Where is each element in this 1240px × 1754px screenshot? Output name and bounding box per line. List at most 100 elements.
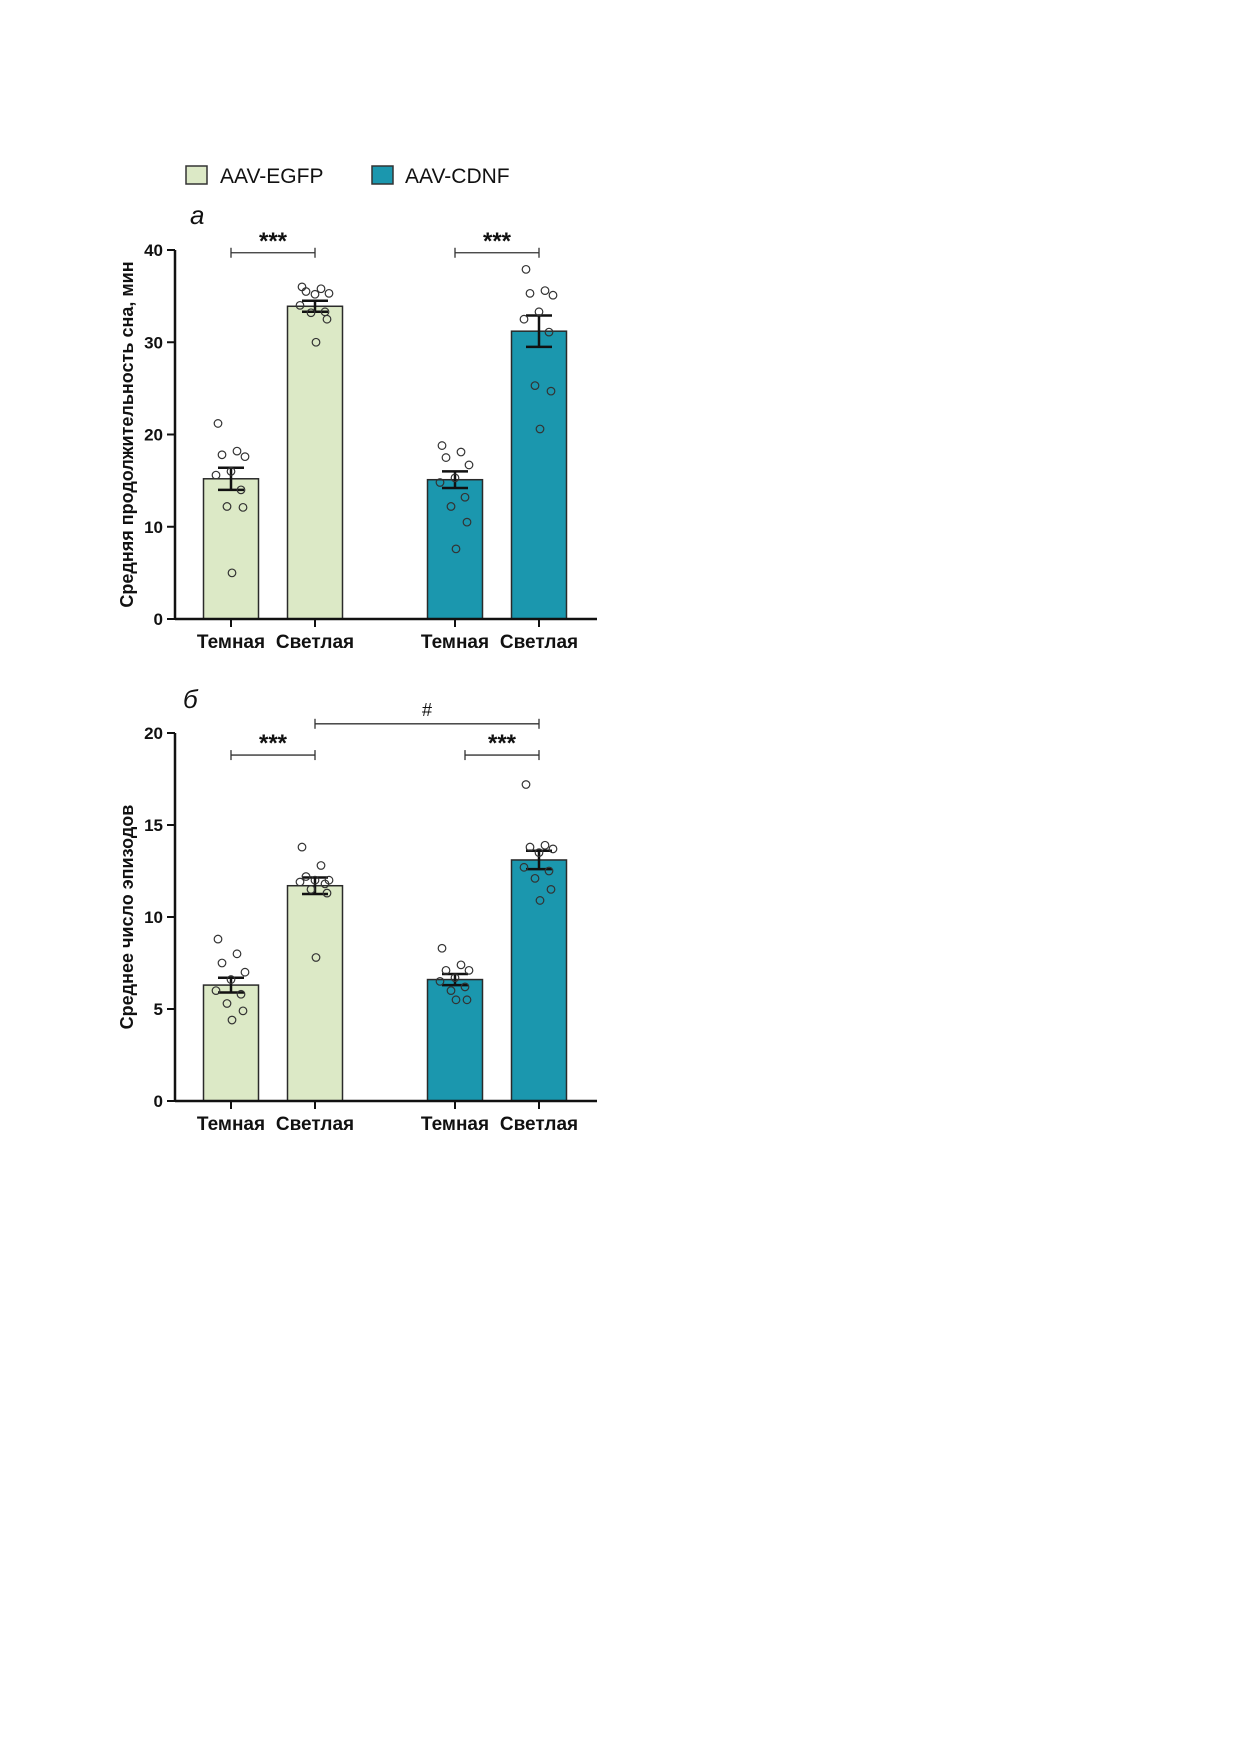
data-point	[322, 888, 332, 898]
data-point	[437, 441, 447, 450]
data-point	[435, 478, 445, 487]
y-tick-label: 0	[154, 1092, 163, 1111]
data-point	[534, 848, 544, 857]
category-label: Светлая	[500, 1114, 578, 1135]
panel-a: а Средняя продолжительность сна, мин Темна…	[117, 200, 597, 653]
data-point	[519, 314, 529, 324]
legend-label-egfp: AAV-EGFP	[220, 165, 323, 188]
data-point	[316, 284, 326, 294]
data-point	[530, 381, 540, 391]
data-point	[546, 885, 556, 894]
panel-letter: а	[190, 200, 204, 230]
significance-bracket: ***	[230, 228, 316, 258]
data-point	[238, 1006, 248, 1016]
category-label: Светлая	[276, 1114, 354, 1135]
data-point	[322, 314, 332, 324]
data-point	[227, 1015, 237, 1025]
y-tick-label: 40	[144, 241, 163, 260]
data-point	[535, 896, 545, 905]
y-tick-label: 10	[144, 908, 163, 927]
data-point	[222, 502, 232, 511]
significance-label: ***	[488, 730, 517, 757]
data-point	[437, 943, 447, 953]
data-point	[525, 842, 535, 852]
data-point	[451, 995, 461, 1005]
data-point	[540, 286, 550, 295]
data-point	[441, 453, 451, 462]
category-label: Темная	[421, 632, 489, 653]
category-label: Светлая	[276, 632, 354, 653]
data-point	[441, 965, 451, 975]
data-point	[310, 289, 320, 299]
data-point	[213, 419, 223, 428]
data-point	[232, 446, 242, 456]
data-point	[295, 877, 305, 887]
data-point	[320, 879, 330, 889]
data-point	[460, 492, 470, 502]
data-point	[222, 999, 232, 1008]
data-point	[450, 973, 460, 983]
data-point	[306, 308, 316, 318]
data-point	[540, 840, 550, 850]
data-point	[435, 977, 445, 986]
data-point	[450, 473, 460, 483]
data-point	[534, 307, 544, 317]
legend-label-cdnf: AAV-CDNF	[405, 165, 510, 188]
bar	[510, 330, 568, 620]
data-point	[525, 288, 535, 298]
data-point	[316, 861, 326, 870]
data-point	[462, 995, 472, 1005]
data-point	[464, 965, 474, 975]
category-label: Темная	[197, 632, 265, 653]
data-point	[519, 862, 529, 872]
data-point	[310, 875, 320, 885]
data-point	[240, 967, 250, 977]
data-point	[464, 460, 474, 470]
data-point	[530, 873, 540, 883]
significance-label: ***	[259, 730, 288, 757]
data-point	[236, 485, 246, 495]
y-tick-label: 10	[144, 518, 163, 537]
data-point	[544, 327, 554, 337]
y-axis-title: Среднее число эпизодов	[117, 805, 137, 1030]
data-point	[227, 568, 237, 578]
y-tick-label: 0	[154, 610, 163, 629]
data-point	[295, 300, 305, 310]
data-point	[226, 975, 236, 984]
significance-bracket: ***	[454, 228, 540, 258]
data-point	[297, 842, 307, 852]
legend-swatch-cdnf	[371, 165, 394, 185]
significance-bracket: ***	[464, 730, 540, 761]
data-point	[544, 866, 554, 876]
data-point	[324, 288, 334, 298]
data-point	[548, 290, 558, 300]
y-tick-label: 30	[144, 333, 163, 352]
data-point	[535, 424, 545, 434]
data-point	[297, 282, 307, 292]
category-label: Темная	[421, 1114, 489, 1135]
significance-label: ***	[483, 228, 512, 255]
y-axis-title: Средняя продолжительность сна, мин	[117, 261, 137, 607]
bar	[426, 978, 484, 1102]
data-point	[456, 960, 466, 970]
significance-label: #	[422, 700, 432, 720]
data-point	[226, 467, 236, 476]
data-point	[217, 958, 227, 968]
panel-b: б Среднее число эпизодов Темная Светлая Темн…	[117, 684, 597, 1135]
panel-letter: б	[183, 684, 199, 714]
data-point	[306, 885, 316, 894]
data-point	[460, 982, 470, 992]
bar	[286, 305, 344, 620]
data-point	[548, 844, 558, 854]
data-point	[238, 502, 248, 512]
data-point	[546, 386, 556, 396]
data-point	[521, 264, 531, 274]
data-point	[462, 517, 472, 527]
y-tick-label: 20	[144, 724, 163, 743]
data-point	[446, 502, 456, 511]
data-point	[301, 872, 311, 881]
data-point	[521, 780, 531, 789]
data-point	[311, 337, 321, 347]
data-point	[236, 989, 246, 999]
